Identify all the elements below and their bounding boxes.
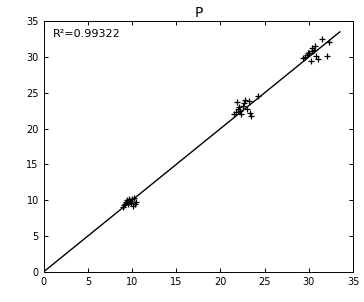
Text: R²=0.99322: R²=0.99322 [53, 29, 121, 39]
Title: P: P [194, 6, 203, 20]
